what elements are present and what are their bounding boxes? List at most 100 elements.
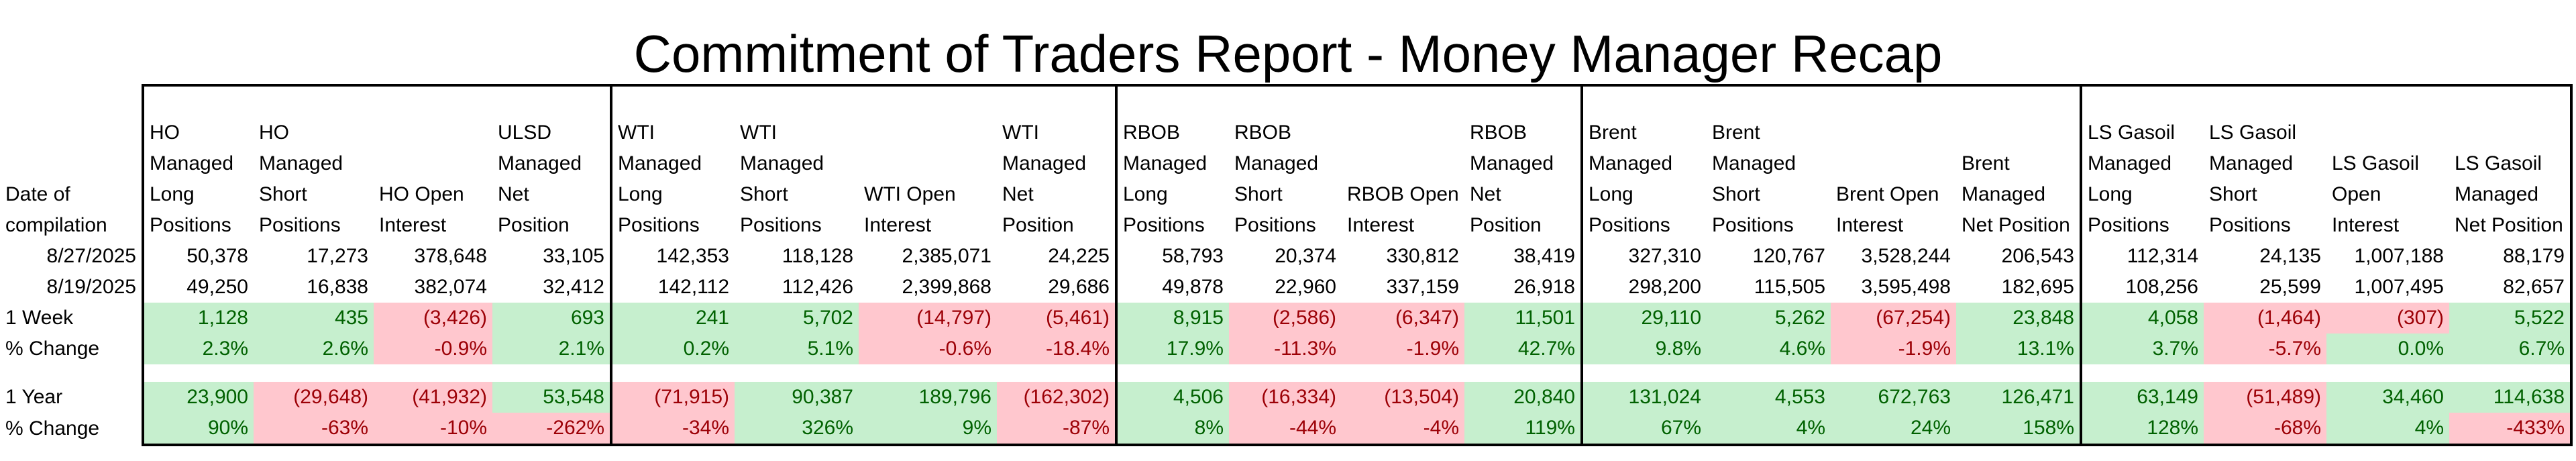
spacer-cell bbox=[2080, 364, 2204, 382]
change-cell: -0.6% bbox=[859, 334, 997, 364]
report-title: Commitment of Traders Report - Money Man… bbox=[633, 24, 1943, 83]
value-cell: 182,695 bbox=[2001, 276, 2074, 298]
spacer-cell bbox=[1464, 364, 1582, 382]
value-cell: 22,960 bbox=[1275, 276, 1336, 298]
change-cell: (1,464) bbox=[2204, 303, 2326, 334]
value-cell: 298,200 bbox=[1580, 272, 1707, 303]
change-cell: 126,471 bbox=[1956, 382, 2081, 413]
column-header: RBOB Managed Net Position bbox=[1464, 84, 1582, 241]
value-cell: 2,385,071 bbox=[902, 245, 991, 267]
value-cell: 16,838 bbox=[307, 276, 368, 298]
change-cell: 435 bbox=[254, 303, 374, 334]
change-cell: -18.4% bbox=[997, 334, 1116, 364]
column-header: WTI Managed Long Positions bbox=[610, 84, 735, 241]
change-cell: 8,915 bbox=[1115, 303, 1229, 334]
spacer-cell bbox=[2326, 364, 2449, 382]
spacer-cell bbox=[1831, 364, 1956, 382]
column-header: HO Open Interest bbox=[374, 84, 492, 241]
change-cell: -63% bbox=[254, 413, 374, 446]
change-cell: 9.8% bbox=[1580, 334, 1707, 364]
change-cell: -262% bbox=[492, 413, 611, 446]
change-cell: 326% bbox=[735, 413, 859, 446]
value-cell: 24,225 bbox=[1048, 245, 1110, 267]
change-cell: 34,460 bbox=[2326, 382, 2449, 413]
row-label: 1 Week bbox=[5, 307, 74, 329]
spacer-cell bbox=[1956, 364, 2081, 382]
change-cell: (6,347) bbox=[1342, 303, 1464, 334]
change-cell: 693 bbox=[492, 303, 611, 334]
row-week-pct: % Change 2.3% 2.6% -0.9% 2.1% 0.2% 5.1% -0.6% -1… bbox=[0, 334, 2573, 364]
change-cell: (14,797) bbox=[859, 303, 997, 334]
value-cell: 32,412 bbox=[543, 276, 604, 298]
change-cell: 4.6% bbox=[1707, 334, 1831, 364]
spacer-cell bbox=[1229, 364, 1342, 382]
change-cell: -4% bbox=[1342, 413, 1464, 446]
change-cell: 67% bbox=[1580, 413, 1707, 446]
change-cell: 9% bbox=[859, 413, 997, 446]
value-cell: 2,399,868 bbox=[902, 276, 991, 298]
change-cell: (162,302) bbox=[997, 382, 1116, 413]
row-label: % Change bbox=[5, 338, 100, 360]
column-header: RBOB Managed Long Positions bbox=[1115, 84, 1229, 241]
change-cell: 5,702 bbox=[735, 303, 859, 334]
change-cell: 189,796 bbox=[859, 382, 997, 413]
spacer-cell bbox=[997, 364, 1116, 382]
column-header: WTI Managed Net Position bbox=[997, 84, 1116, 241]
value-cell: 142,353 bbox=[610, 241, 735, 272]
change-cell: 13.1% bbox=[1956, 334, 2081, 364]
value-cell: 38,419 bbox=[1513, 245, 1575, 267]
column-header: WTI Open Interest bbox=[859, 84, 997, 241]
value-cell: 337,159 bbox=[1386, 276, 1459, 298]
value-cell: 120,767 bbox=[1752, 245, 1825, 267]
value-cell: 49,878 bbox=[1115, 272, 1229, 303]
row-year-change: 1 Year 23,900 (29,648) (41,932) 53,548 (71,91… bbox=[0, 382, 2573, 413]
change-cell: (2,586) bbox=[1229, 303, 1342, 334]
change-cell: -0.9% bbox=[374, 334, 492, 364]
row-label: 1 Year bbox=[5, 386, 63, 408]
value-cell: 25,599 bbox=[2259, 276, 2321, 298]
change-cell: (51,489) bbox=[2204, 382, 2326, 413]
change-cell: 114,638 bbox=[2449, 382, 2573, 413]
change-cell: 4% bbox=[1707, 413, 1831, 446]
spacer-cell bbox=[1115, 364, 1229, 382]
value-cell: 49,250 bbox=[142, 272, 254, 303]
value-cell: 112,426 bbox=[782, 276, 853, 298]
value-cell: 118,128 bbox=[782, 245, 853, 267]
change-cell: 0.2% bbox=[610, 334, 735, 364]
change-cell: -5.7% bbox=[2204, 334, 2326, 364]
column-header: Brent Managed Long Positions bbox=[1580, 84, 1707, 241]
change-cell: -433% bbox=[2449, 413, 2573, 446]
row-date1: 8/27/2025 50,378 17,273 378,648 33,105 142,35… bbox=[0, 241, 2573, 272]
column-header: Brent Managed Net Position bbox=[1956, 84, 2081, 241]
change-cell: 29,110 bbox=[1580, 303, 1707, 334]
change-cell: 5,522 bbox=[2449, 303, 2573, 334]
change-cell: (41,932) bbox=[374, 382, 492, 413]
value-cell: 115,505 bbox=[1754, 276, 1825, 298]
change-cell: -10% bbox=[374, 413, 492, 446]
spacer-cell bbox=[1707, 364, 1831, 382]
spacer-cell bbox=[735, 364, 859, 382]
change-cell: (71,915) bbox=[610, 382, 735, 413]
value-cell: 1,007,495 bbox=[2354, 276, 2444, 298]
column-header: RBOB Open Interest bbox=[1342, 84, 1464, 241]
column-header: LS Gasoil Open Interest bbox=[2326, 84, 2449, 241]
column-header: LS Gasoil Managed Short Positions bbox=[2204, 84, 2326, 241]
change-cell: 2.1% bbox=[492, 334, 611, 364]
value-cell: 1,007,188 bbox=[2354, 245, 2444, 267]
change-cell: 23,848 bbox=[1956, 303, 2081, 334]
column-header: HO Managed Short Positions bbox=[254, 84, 374, 241]
row-date2: 8/19/2025 49,250 16,838 382,074 32,412 142,11… bbox=[0, 272, 2573, 303]
change-cell: 3.7% bbox=[2080, 334, 2204, 364]
change-cell: -87% bbox=[997, 413, 1116, 446]
value-cell: 378,648 bbox=[414, 245, 487, 267]
change-cell: 5,262 bbox=[1707, 303, 1831, 334]
value-cell: 29,686 bbox=[1048, 276, 1110, 298]
spacer-cell bbox=[254, 364, 374, 382]
change-cell: 20,840 bbox=[1464, 382, 1582, 413]
change-cell: 23,900 bbox=[142, 382, 254, 413]
date-header: Date of compilation bbox=[5, 183, 107, 236]
spacer-cell bbox=[492, 364, 611, 382]
change-cell: 4,553 bbox=[1707, 382, 1831, 413]
value-cell: 26,918 bbox=[1513, 276, 1575, 298]
header-row: Date of compilation HO Managed Long Posit… bbox=[0, 84, 2573, 241]
